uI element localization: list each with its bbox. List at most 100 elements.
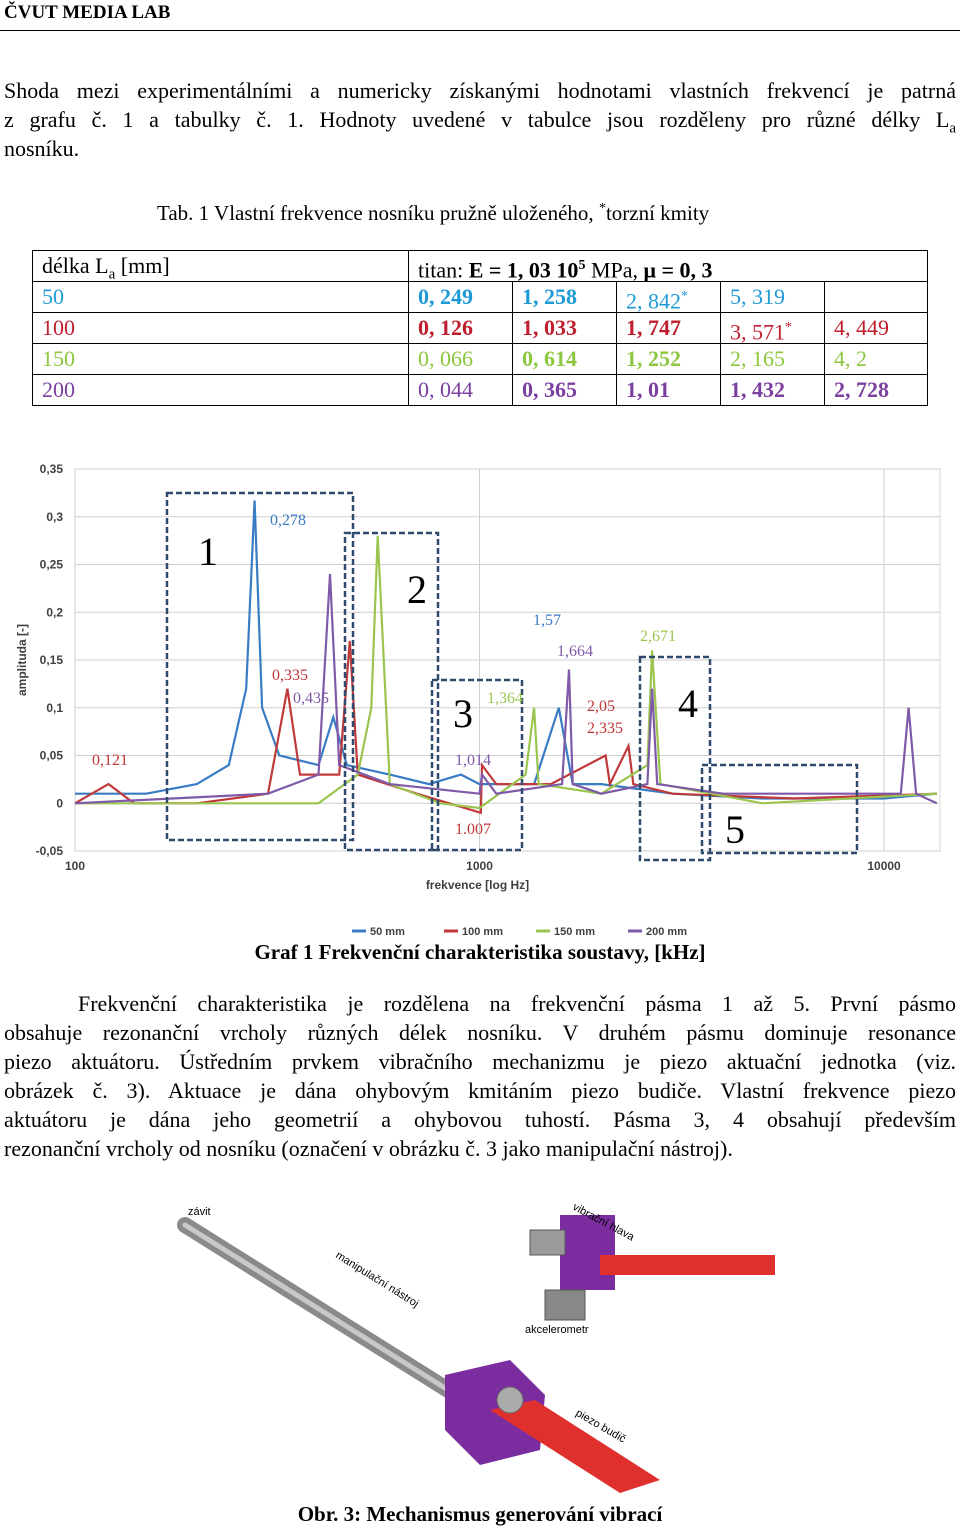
subscript: a	[949, 120, 956, 137]
table-cell: délka La [mm]	[32, 250, 409, 282]
paragraph-line: Shoda mezi experimentálními a numericky …	[4, 76, 956, 105]
piezo-strip	[490, 1400, 660, 1493]
cell-value: 1, 033	[522, 315, 577, 340]
x-tick-label: 1000	[466, 859, 493, 873]
table-cell: titan: E = 1, 03 105 MPa, μ = 0, 3	[408, 250, 928, 282]
table-cell: 1, 432	[720, 374, 825, 406]
accelerometer	[544, 1289, 586, 1321]
y-tick-label: 0,25	[40, 558, 64, 572]
y-axis-label: amplituda [-]	[15, 624, 29, 696]
band-box	[165, 491, 355, 842]
screw	[496, 1386, 524, 1414]
table-cell: 0, 066	[408, 343, 513, 375]
band-label: 1	[198, 529, 218, 574]
caption-part: *	[598, 201, 606, 216]
header-title: ČVUT MEDIA LAB	[4, 2, 171, 23]
table-cell: 2, 165	[720, 343, 825, 375]
table-cell: 100	[32, 312, 409, 344]
band-label: 4	[678, 681, 698, 726]
annotation: 1,57	[533, 612, 561, 629]
y-tick-label: 0	[56, 796, 63, 810]
table-cell: 1, 252	[616, 343, 721, 375]
cell-mark: *	[681, 289, 688, 304]
y-tick-label: 0,05	[40, 749, 64, 763]
annotation: 0,278	[270, 512, 306, 529]
cell-mark: *	[785, 320, 792, 335]
cell-value: 0, 249	[418, 284, 473, 309]
graph-caption: Graf 1 Frekvenční charakteristika sousta…	[254, 940, 706, 964]
table-cell: 1, 033	[512, 312, 617, 344]
paragraph-line: z grafu č. 1 a tabulky č. 1. Hodnoty uve…	[4, 105, 956, 143]
caption-part: Tab. 1 Vlastní frekvence nosníku pružně …	[157, 201, 599, 225]
table-cell: 0, 365	[512, 374, 617, 406]
table-cell: 0, 044	[408, 374, 513, 406]
table-cell: 2, 842*	[616, 281, 721, 313]
cell-value: 5, 319	[730, 284, 785, 309]
legend-label: 200 mm	[646, 926, 687, 938]
header-rule	[0, 30, 960, 31]
paragraph-line: nosníku.	[4, 134, 956, 163]
y-tick-label: 0,15	[40, 653, 64, 667]
caption-part: torzní kmity	[605, 201, 710, 225]
cell-value: 2, 842	[626, 288, 681, 314]
annotation: 1.007	[455, 821, 491, 838]
legend-label: 50 mm	[370, 926, 405, 938]
table-caption: Tab. 1 Vlastní frekvence nosníku pružně …	[157, 201, 709, 226]
cell-value: 0, 614	[522, 346, 577, 371]
annotation: 1,014	[455, 752, 491, 769]
paragraph-line: aktuátoru je dána jeho geometrií a ohybo…	[4, 1107, 956, 1132]
legend-label: 100 mm	[462, 926, 503, 938]
header-part: [mm]	[115, 253, 170, 278]
y-tick-label: -0,05	[36, 844, 64, 858]
paragraph-line: Frekvenční charakteristika je rozdělena …	[78, 991, 956, 1016]
band-label: 3	[453, 691, 473, 736]
x-tick-label: 10000	[867, 859, 901, 873]
head-strip	[600, 1255, 775, 1275]
annotation: 0,121	[92, 752, 128, 769]
cell-value: 1, 258	[522, 284, 577, 309]
band-box	[343, 531, 440, 852]
text: z grafu č. 1 a tabulky č. 1. Hodnoty uve…	[4, 107, 956, 137]
cell-value: 0, 066	[418, 346, 473, 371]
paragraph-line: obrázek č. 3). Aktuace je dána ohybovým …	[4, 1078, 956, 1103]
header-part: délka L	[42, 253, 109, 278]
table-cell: 0, 126	[408, 312, 513, 344]
table-cell: 1, 01	[616, 374, 721, 406]
header-part: titan:	[418, 257, 469, 283]
figure-label: závit	[188, 1206, 211, 1218]
annotation: 2,671	[640, 628, 676, 645]
header-part: 5	[578, 258, 586, 273]
y-tick-label: 0,1	[46, 701, 63, 715]
band-label: 2	[407, 567, 427, 612]
header-part: a	[108, 266, 116, 283]
text: Shoda mezi experimentálními a numericky …	[4, 78, 956, 103]
cell-value: 3, 571	[730, 319, 785, 345]
band-box	[700, 763, 859, 855]
paragraph-line: rezonanční vrcholy od nosníku (označení …	[4, 1136, 733, 1161]
cell-value: 0, 044	[418, 377, 473, 402]
table-cell: 5, 319	[720, 281, 825, 313]
y-tick-label: 0,3	[46, 510, 63, 524]
annotation: 0,335	[272, 667, 308, 684]
cell-value: 4, 2	[834, 346, 867, 371]
cell-value: 1, 01	[626, 377, 670, 402]
table-cell	[824, 281, 928, 313]
table-cell: 0, 249	[408, 281, 513, 313]
series-line	[75, 535, 937, 810]
band-label: 5	[725, 807, 745, 852]
x-axis-label: frekvence [log Hz]	[426, 878, 529, 892]
figure-label: manipulační nástroj	[333, 1249, 420, 1310]
annotation: 2,05	[587, 698, 615, 715]
table-cell: 0, 614	[512, 343, 617, 375]
figure-caption: Obr. 3: Mechanismus generování vibrací	[297, 1502, 663, 1526]
table-cell: 1, 258	[512, 281, 617, 313]
legend-label: 150 mm	[554, 926, 595, 938]
annotation: 2,335	[587, 720, 623, 737]
y-tick-label: 0,2	[46, 605, 63, 619]
cell-value: 0, 126	[418, 315, 473, 340]
table-cell: 2, 728	[824, 374, 928, 406]
cell-value: 1, 432	[730, 377, 785, 402]
x-tick-label: 100	[65, 859, 85, 873]
y-tick-label: 0,35	[40, 462, 64, 476]
